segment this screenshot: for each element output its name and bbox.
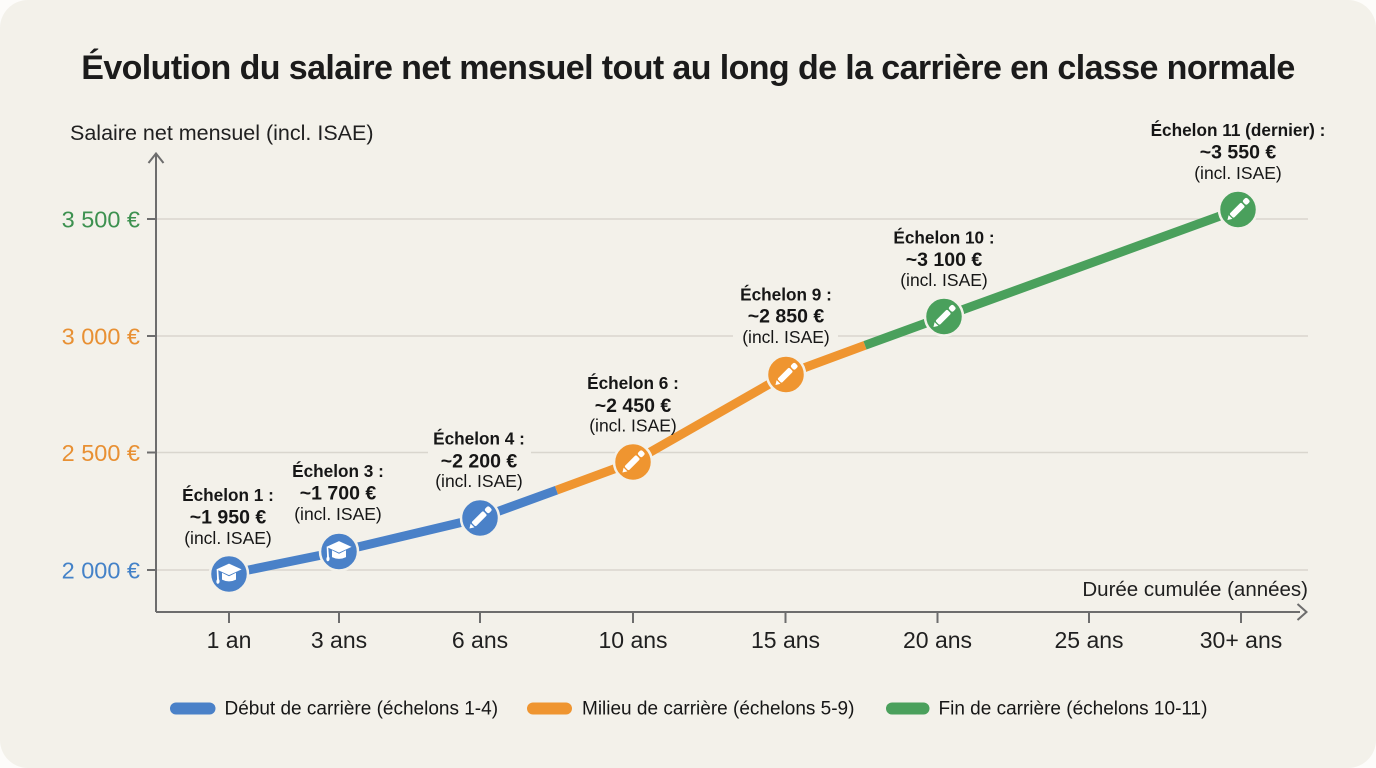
svg-text:Échelon 4 :: Échelon 4 : — [433, 429, 525, 449]
svg-text:(incl. ISAE): (incl. ISAE) — [184, 528, 272, 548]
svg-text:Échelon 6 :: Échelon 6 : — [587, 373, 679, 393]
svg-text:~1 950 €: ~1 950 € — [190, 507, 267, 529]
svg-text:Échelon 9 :: Échelon 9 : — [740, 285, 832, 305]
svg-text:(incl. ISAE): (incl. ISAE) — [589, 416, 677, 436]
svg-text:(incl. ISAE): (incl. ISAE) — [435, 471, 523, 491]
svg-text:(incl. ISAE): (incl. ISAE) — [294, 504, 382, 524]
svg-text:Durée cumulée (années): Durée cumulée (années) — [1082, 578, 1308, 601]
svg-text:(incl. ISAE): (incl. ISAE) — [742, 327, 830, 347]
svg-text:(incl. ISAE): (incl. ISAE) — [900, 270, 988, 290]
svg-text:~3 100 €: ~3 100 € — [906, 249, 983, 271]
svg-text:1 an: 1 an — [207, 627, 252, 653]
svg-text:~3 550 €: ~3 550 € — [1200, 142, 1277, 164]
svg-text:25 ans: 25 ans — [1054, 627, 1123, 653]
svg-text:Évolution du salaire net mensu: Évolution du salaire net mensuel tout au… — [81, 49, 1294, 87]
svg-text:Fin de carrière (échelons 10-1: Fin de carrière (échelons 10-11) — [939, 699, 1208, 720]
svg-text:~2 850 €: ~2 850 € — [748, 306, 825, 328]
svg-text:20 ans: 20 ans — [903, 627, 972, 653]
svg-text:3 500 €: 3 500 € — [62, 206, 140, 232]
svg-text:Échelon 11 (dernier) :: Échelon 11 (dernier) : — [1151, 120, 1326, 140]
svg-text:2 500 €: 2 500 € — [62, 440, 140, 466]
svg-text:15 ans: 15 ans — [751, 627, 820, 653]
svg-text:~2 200 €: ~2 200 € — [441, 451, 518, 473]
svg-text:Salaire net mensuel (incl. ISA: Salaire net mensuel (incl. ISAE) — [70, 121, 374, 145]
svg-text:30+ ans: 30+ ans — [1200, 627, 1283, 653]
svg-text:6 ans: 6 ans — [452, 627, 508, 653]
svg-text:3 000 €: 3 000 € — [62, 323, 140, 349]
svg-text:Échelon 3 :: Échelon 3 : — [292, 461, 384, 481]
svg-text:Milieu de carrière (échelons 5: Milieu de carrière (échelons 5-9) — [582, 699, 854, 720]
svg-text:10 ans: 10 ans — [598, 627, 667, 653]
svg-text:~1 700 €: ~1 700 € — [300, 483, 377, 505]
svg-text:Échelon 10 :: Échelon 10 : — [893, 228, 994, 248]
svg-text:Échelon 1 :: Échelon 1 : — [182, 485, 274, 505]
svg-text:3 ans: 3 ans — [311, 627, 367, 653]
svg-text:2 000 €: 2 000 € — [62, 557, 140, 583]
svg-text:Début de carrière (échelons 1-: Début de carrière (échelons 1-4) — [225, 699, 499, 720]
svg-text:(incl. ISAE): (incl. ISAE) — [1194, 163, 1282, 183]
svg-text:~2 450 €: ~2 450 € — [595, 395, 672, 417]
